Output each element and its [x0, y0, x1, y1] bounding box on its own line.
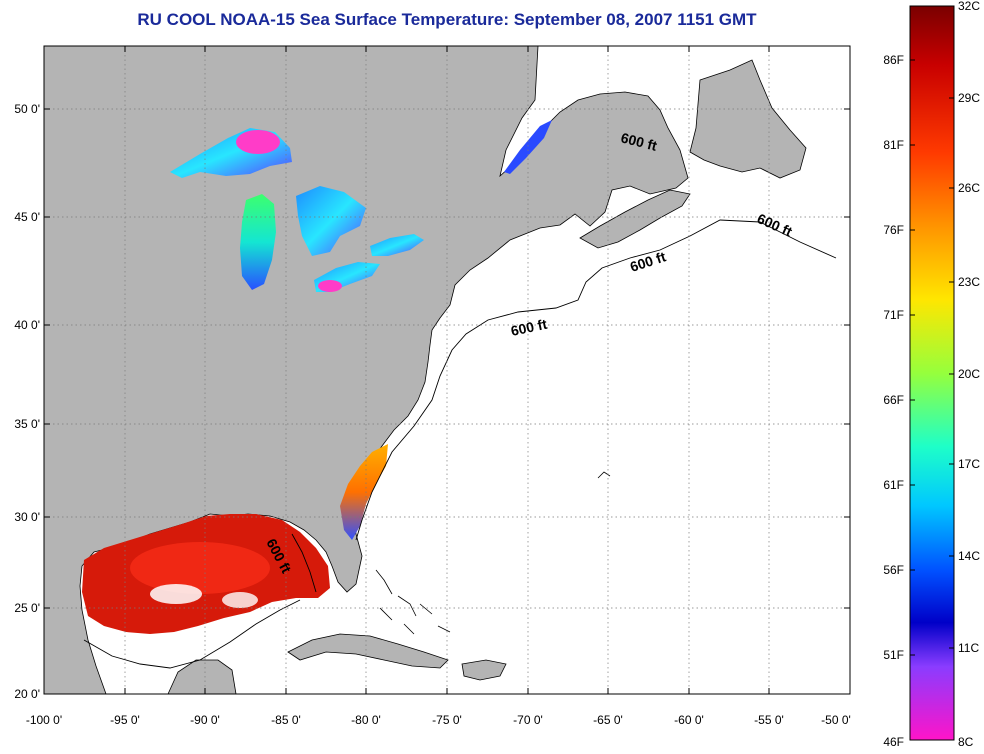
- shelf-600ft-contour-gom-west: [291, 533, 317, 593]
- lake-superior-cold-patch: [236, 130, 280, 154]
- lon-tick-label--95: -95 0': [110, 713, 140, 727]
- colorbar-c-label-20: 20C: [958, 367, 980, 381]
- lake-ontario: [370, 234, 424, 256]
- lat-tick-label-25: 25 0': [14, 601, 40, 615]
- map-title: RU COOL NOAA-15 Sea Surface Temperature:…: [137, 10, 757, 29]
- lat-tick-label-40: 40 0': [14, 318, 40, 332]
- lon-tick-label--70: -70 0': [513, 713, 543, 727]
- lat-tick-label-20: 20 0': [14, 687, 40, 701]
- lon-tick-label--50: -50 0': [821, 713, 851, 727]
- st-lawrence-estuary: [504, 120, 552, 174]
- lake-michigan: [240, 194, 276, 290]
- land-hispaniola: [461, 659, 507, 681]
- axis-tick-marks: [44, 46, 850, 694]
- colorbar-f-label-71: 71F: [883, 308, 904, 322]
- lon-tick-label--65: -65 0': [593, 713, 623, 727]
- lake-erie-pink-patch: [318, 280, 342, 292]
- lat-tick-label-30: 30 0': [14, 510, 40, 524]
- lon-tick-label--90: -90 0': [190, 713, 220, 727]
- colorbar-c-label-26: 26C: [958, 181, 980, 195]
- lon-tick-label--75: -75 0': [432, 713, 462, 727]
- gulf-cloud-gap-2: [222, 592, 258, 608]
- shelf-600ft-contour-gulf: [83, 599, 301, 669]
- lon-tick-label--60: -60 0': [674, 713, 704, 727]
- lon-tick-label--55: -55 0': [754, 713, 784, 727]
- lat-tick-label-50: 50 0': [14, 102, 40, 116]
- lat-tick-label-45: 45 0': [14, 210, 40, 224]
- colorbar-c-label-8: 8C: [958, 735, 974, 749]
- lon-tick-label--100: -100 0': [26, 713, 62, 727]
- colorbar-c-label-29: 29C: [958, 91, 980, 105]
- colorbar-f-label-76: 76F: [883, 223, 904, 237]
- southeast-coast-sst: [340, 444, 388, 540]
- lat-tick-label-35: 35 0': [14, 417, 40, 431]
- colorbar-c-label-11: 11C: [958, 641, 979, 655]
- lon-tick-label--85: -85 0': [271, 713, 301, 727]
- colorbar-c-label-23: 23C: [958, 275, 980, 289]
- gulf-warm-core: [130, 542, 270, 594]
- colorbar-f-label-61: 61F: [883, 478, 904, 492]
- bahamas-islands: [375, 569, 451, 635]
- colorbar-f-label-56: 56F: [883, 563, 904, 577]
- colorbar: [909, 5, 955, 741]
- colorbar-f-label-86: 86F: [883, 53, 904, 67]
- map-gridlines: [44, 46, 850, 694]
- colorbar-ticks: [910, 59, 954, 656]
- shelf-600ft-contour: [355, 219, 837, 541]
- colorbar-f-label-81: 81F: [883, 138, 904, 152]
- contour-label-mid-atlantic: 600 ft: [509, 316, 548, 339]
- colorbar-c-label-17: 17C: [958, 457, 980, 471]
- colorbar-f-label-46: 46F: [883, 735, 904, 749]
- colorbar-f-label-51: 51F: [883, 648, 904, 662]
- colorbar-c-label-32: 32C: [958, 0, 980, 13]
- lake-huron: [296, 186, 366, 256]
- land-cuba: [287, 633, 449, 669]
- gulf-cloud-gap: [150, 584, 202, 604]
- colorbar-f-label-66: 66F: [883, 393, 904, 407]
- land-newfoundland: [689, 59, 807, 179]
- lon-tick-label--80: -80 0': [351, 713, 381, 727]
- colorbar-c-label-14: 14C: [958, 549, 980, 563]
- land-nova-scotia: [579, 189, 691, 249]
